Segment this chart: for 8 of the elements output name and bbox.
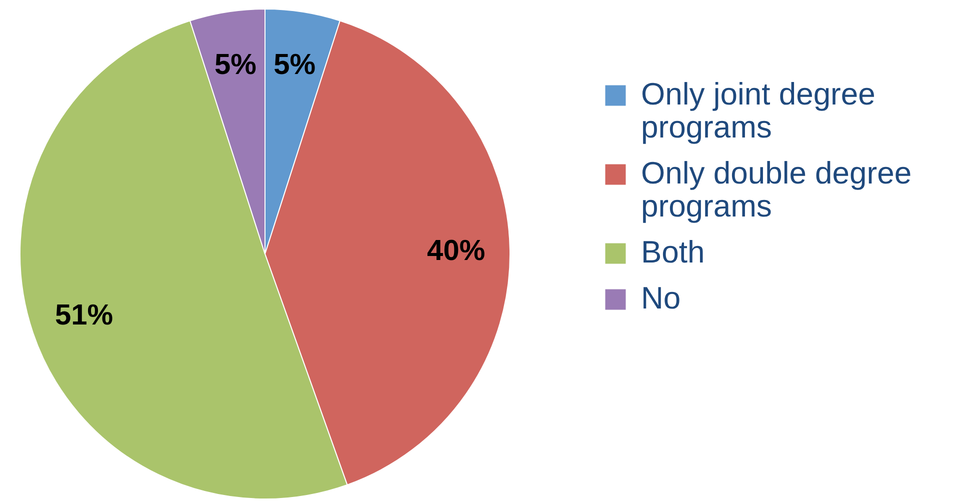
legend-label: No — [641, 280, 681, 316]
legend-label: Only joint degree programs — [641, 76, 876, 144]
data-label: 5% — [214, 49, 257, 82]
legend-label: Both — [641, 234, 705, 270]
data-label: 5% — [274, 49, 316, 82]
legend-label: Only double degree programs — [641, 156, 912, 224]
data-label: 40% — [427, 235, 486, 268]
data-label: 51% — [54, 299, 114, 332]
